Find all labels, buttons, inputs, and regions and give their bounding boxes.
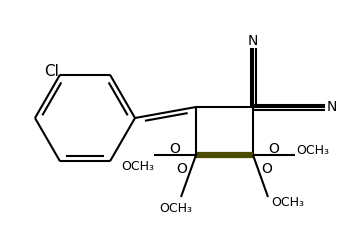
Text: O: O	[176, 162, 187, 176]
Text: O: O	[170, 142, 181, 156]
Text: OCH₃: OCH₃	[297, 144, 330, 156]
Text: O: O	[269, 142, 279, 156]
Text: N: N	[248, 34, 258, 48]
Text: OCH₃: OCH₃	[160, 202, 193, 215]
Text: OCH₃: OCH₃	[121, 161, 154, 174]
Text: N: N	[327, 100, 337, 114]
Text: OCH₃: OCH₃	[271, 196, 304, 210]
Text: Cl: Cl	[45, 64, 60, 79]
Text: O: O	[261, 162, 272, 176]
